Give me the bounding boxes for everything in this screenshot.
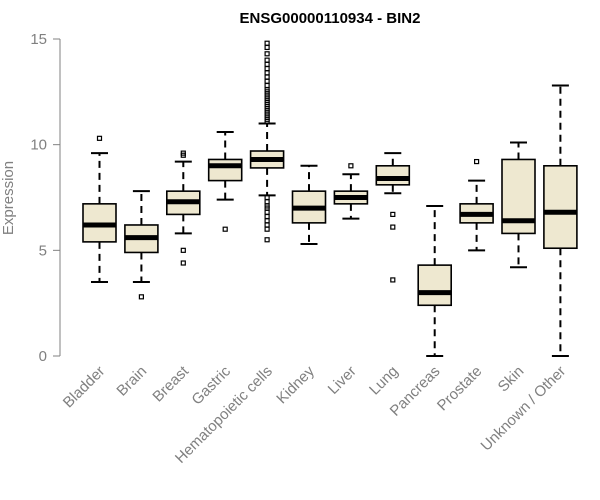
chart-title: ENSG00000110934 - BIN2 bbox=[240, 10, 421, 27]
box-iqr bbox=[543, 165, 578, 250]
y-axis-label: Expression bbox=[0, 161, 17, 235]
outlier-point bbox=[264, 237, 270, 243]
x-label-prostate: Prostate bbox=[434, 363, 486, 415]
box-brain bbox=[124, 190, 159, 300]
outlier-point bbox=[264, 209, 270, 215]
x-label-breast: Breast bbox=[149, 362, 192, 405]
box-breast bbox=[166, 150, 201, 266]
box-iqr bbox=[207, 158, 243, 182]
y-tick-label-15: 15 bbox=[30, 31, 47, 48]
outlier-point bbox=[264, 218, 270, 224]
box-bladder bbox=[82, 135, 117, 284]
box-skin bbox=[501, 141, 536, 269]
outlier-point bbox=[180, 260, 186, 266]
x-label-kidney: Kidney bbox=[273, 362, 318, 407]
y-tick-label-5: 5 bbox=[39, 242, 47, 259]
x-label-liver: Liver bbox=[325, 363, 360, 398]
outlier-point bbox=[264, 40, 270, 46]
box-hematopoietic-cells bbox=[249, 40, 285, 243]
outlier-point bbox=[264, 199, 270, 205]
outlier-point bbox=[264, 57, 270, 63]
outlier-point bbox=[96, 135, 103, 141]
box-lung bbox=[375, 152, 411, 283]
outlier-point bbox=[264, 213, 270, 220]
outlier-point bbox=[264, 222, 270, 228]
box-iqr bbox=[375, 165, 411, 186]
outlier-point bbox=[348, 163, 354, 169]
outlier-point bbox=[264, 51, 270, 57]
x-label-bladder: Bladder bbox=[60, 363, 109, 412]
outlier-point bbox=[264, 65, 270, 72]
outlier-point bbox=[264, 82, 270, 89]
y-axis: 0 5 10 15 bbox=[30, 31, 61, 365]
outlier-point bbox=[264, 118, 270, 125]
x-label-skin: Skin bbox=[495, 363, 528, 396]
box-unknown-other bbox=[543, 84, 578, 357]
outlier-point bbox=[180, 247, 186, 253]
outlier-point bbox=[390, 224, 396, 230]
y-tick-label-0: 0 bbox=[39, 348, 47, 365]
outlier-point bbox=[474, 158, 480, 165]
box-iqr bbox=[417, 264, 453, 307]
box-kidney bbox=[291, 164, 327, 245]
outlier-point bbox=[390, 277, 396, 283]
outlier-point bbox=[180, 150, 186, 156]
outlier-point bbox=[264, 226, 270, 232]
outlier-point bbox=[264, 61, 270, 67]
boxes bbox=[82, 40, 578, 357]
outlier-point bbox=[222, 226, 228, 232]
x-label-brain: Brain bbox=[113, 363, 150, 400]
box-prostate bbox=[459, 158, 494, 252]
box-liver bbox=[333, 163, 369, 220]
outlier-point bbox=[138, 294, 144, 300]
y-tick-label-10: 10 bbox=[30, 137, 47, 154]
outlier-point bbox=[264, 44, 270, 51]
outlier-point bbox=[264, 78, 270, 84]
box-gastric bbox=[207, 130, 243, 232]
x-label-lung: Lung bbox=[366, 363, 402, 399]
outlier-point bbox=[264, 70, 270, 76]
outlier-point bbox=[264, 74, 270, 80]
box-pancreas bbox=[417, 204, 453, 357]
outlier-point bbox=[390, 211, 396, 218]
